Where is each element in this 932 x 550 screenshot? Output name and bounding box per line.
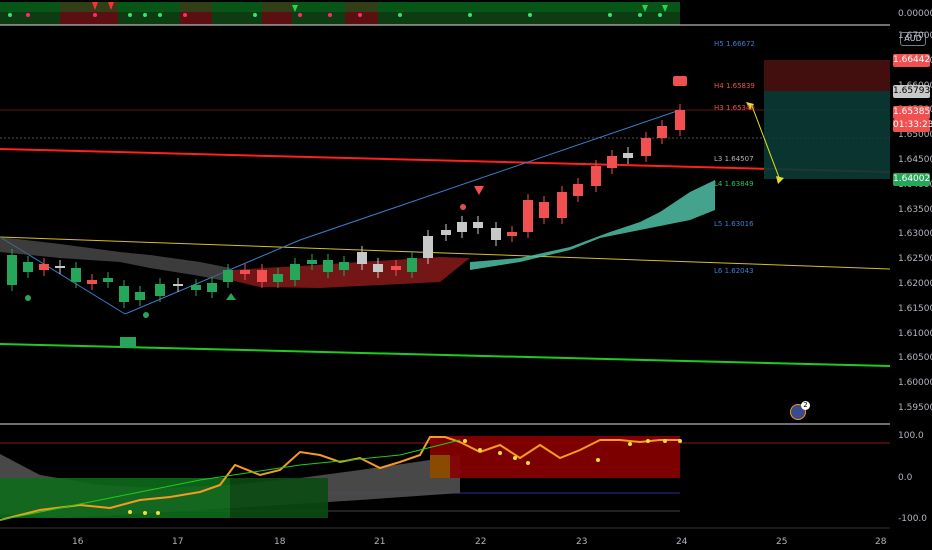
candle-body [103,278,113,282]
candle-body [307,260,317,264]
candle-body [491,228,501,240]
candles [7,104,685,308]
pivot-l5: L5 1.63016 [714,220,754,228]
candle-body [135,292,145,300]
pivot-l4: L4 1.63849 [714,180,754,188]
candle-body [23,262,33,272]
price-tick: 1.63500 [898,204,932,215]
price-tick: 1.60500 [898,353,932,364]
price-tick: 1.59500 [898,403,932,413]
candle-body [191,285,201,290]
candle-body [257,270,267,282]
candle-body [373,264,383,272]
osc-tick-neg100: -100.0 [898,514,928,524]
date-label: 18 [274,537,286,547]
candle-body [507,232,517,236]
signal-strip [0,2,680,25]
candle-body [523,200,533,232]
top-pane-value: 0.00000 [898,9,932,19]
candle-body [240,270,250,274]
candle-body [7,255,17,285]
oscillator-pane [0,436,890,521]
candle-body [87,280,97,284]
candle-body [71,268,81,282]
osc-tick-100: 100.0 [898,431,924,441]
ichimoku-cloud [470,180,715,270]
currency-label[interactable]: AUD [900,32,926,46]
pivot-l3: L3 1.64507 [714,155,754,163]
date-label: 22 [475,537,487,547]
date-label: 17 [172,537,184,547]
green-trendline [0,343,890,367]
upper-price-badge: 1.66442 [893,54,931,67]
candle-body [173,284,183,286]
date-label: 25 [776,537,788,547]
price-tick: 1.62000 [898,279,932,289]
candle-body [357,252,367,264]
candle-body [641,138,651,156]
current-price-badge: 1.65793 [893,85,931,98]
buy-label-icon [120,337,136,348]
candle-body [423,236,433,258]
candle-body [273,274,283,282]
candle-body [207,283,217,292]
alerts-button[interactable]: 2 [790,401,810,420]
price-chart[interactable] [0,0,890,550]
candle-body [339,262,349,270]
price-tick: 1.64500 [898,155,932,165]
pivot-h4: H4 1.65839 [714,82,755,90]
candle-body [557,192,567,218]
candle-body [119,286,129,302]
pivot-h5: H5 1.66672 [714,40,755,48]
candle-body [39,264,49,270]
pivot-h3: H3 1.65340 [714,104,755,112]
candle-body [155,284,165,296]
date-label: 16 [72,537,84,547]
candle-body [539,202,549,218]
sell-signal-icon [474,186,484,195]
target-zone [764,91,890,179]
candle-body [323,260,333,272]
candle-body [623,153,633,158]
candle-body [573,184,583,196]
yellow-trendline [0,236,890,270]
date-label: 28 [875,537,887,547]
candle-body [441,230,451,235]
countdown-badge: 01:33:23 [893,119,932,132]
price-tick: 1.60000 [898,378,932,389]
candle-body [657,126,667,138]
pivot-l6: L6 1.62043 [714,267,754,275]
candle-body [473,222,483,228]
candle-body [290,264,300,280]
price-tick: 1.62500 [898,254,932,265]
date-label: 24 [676,537,688,547]
candle-body [591,166,601,186]
osc-tick-0: 0.0 [898,473,913,483]
stop-zone [764,60,890,91]
lower-price-badge: 1.64002 [893,173,931,186]
date-label: 21 [374,537,386,547]
alerts-count: 2 [801,401,810,410]
price-tick: 1.61000 [898,328,932,339]
date-label: 23 [576,537,588,547]
candle-body [407,258,417,272]
price-tick: 1.65000 [898,130,932,141]
candle-body [223,270,233,282]
red-trendline [0,148,890,173]
candle-body [675,110,685,130]
candle-body [55,266,65,268]
last-price-badge: 1.65385 [893,106,931,119]
price-tick: 1.63000 [898,229,932,240]
candle-body [457,222,467,232]
price-tick: 1.67000 [898,31,932,41]
candle-body [607,156,617,168]
price-tick: 1.61500 [898,303,932,314]
candle-body [391,266,401,270]
